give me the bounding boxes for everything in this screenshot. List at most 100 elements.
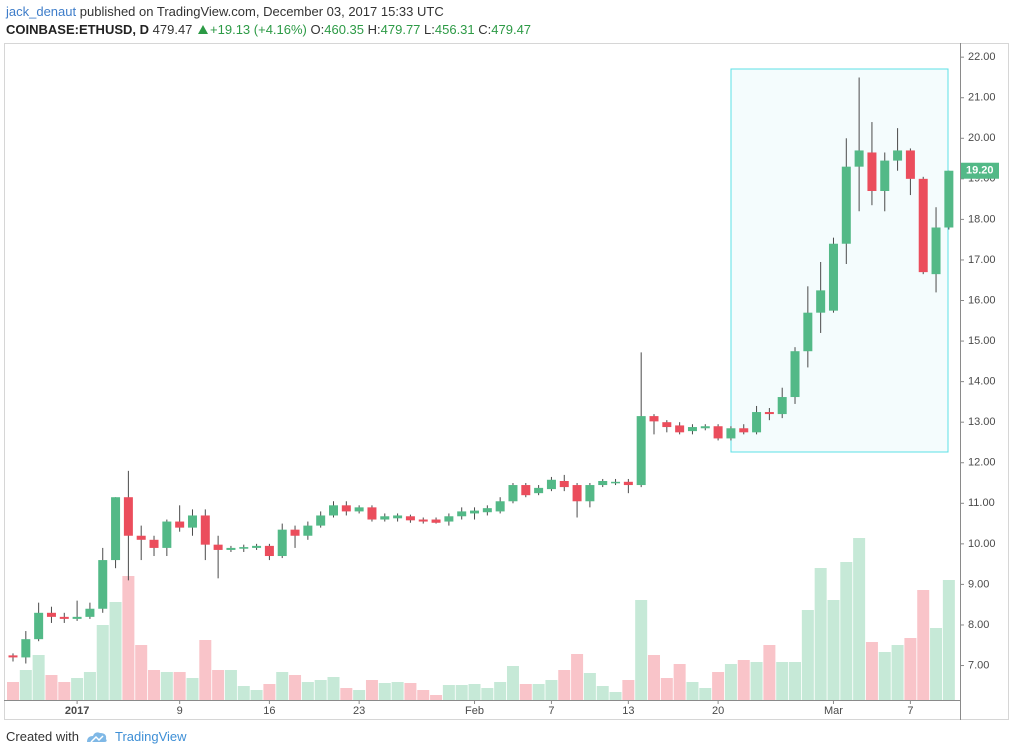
candle-body (162, 521, 172, 548)
candle-body (546, 479, 556, 490)
volume-bar (622, 680, 635, 700)
candle-body (841, 166, 851, 244)
y-tick-label: 22.00 (968, 51, 996, 63)
volume-bar (801, 610, 814, 700)
candle-body (303, 525, 313, 536)
candle-body (534, 487, 544, 494)
volume-bar (545, 680, 558, 700)
volume-bar (814, 568, 827, 700)
candle-body (931, 227, 941, 275)
volume-bar (673, 664, 686, 700)
last-price-label: 19.20 (966, 165, 994, 177)
candle-body (649, 416, 659, 422)
volume-bar (212, 670, 225, 700)
volume-bar (776, 662, 789, 700)
volume-bar (250, 690, 263, 700)
chart-frame (4, 43, 1009, 720)
volume-bar (109, 602, 122, 700)
candle-body (482, 508, 492, 513)
x-tick-label: 7 (907, 705, 913, 717)
candle-body (34, 612, 44, 640)
candle-body (777, 397, 787, 415)
candle-body (85, 608, 95, 617)
volume-bar (917, 590, 930, 700)
candle-body (175, 521, 185, 528)
candle-body (316, 515, 326, 526)
candle-body (662, 422, 672, 428)
y-tick-label: 20.00 (968, 132, 996, 144)
volume-bar (58, 682, 71, 700)
volume-bar (7, 682, 19, 700)
footer: Created with TradingView (6, 729, 187, 744)
volume-bar (571, 654, 584, 700)
volume-bar (391, 682, 404, 700)
x-tick-label: 2017 (65, 705, 89, 717)
volume-bar (686, 682, 699, 700)
candle-body (598, 480, 608, 486)
candle-body (21, 639, 31, 658)
volume-bar (519, 684, 532, 700)
volume-bar (942, 580, 955, 700)
user-link[interactable]: jack_denaut (6, 4, 77, 19)
highlight-box (730, 68, 949, 453)
last-price-tag (961, 162, 999, 179)
candle-body (867, 152, 877, 192)
candle-body (123, 497, 133, 536)
volume-bar (712, 672, 725, 700)
candle-body (72, 616, 82, 619)
candle-body (764, 412, 774, 415)
candle-body (8, 655, 18, 658)
ohlc-label: C: (478, 22, 492, 37)
volume-bar (199, 640, 212, 700)
volume-bar (96, 625, 109, 700)
volume-bar (186, 678, 199, 700)
ohlc-label: O: (310, 22, 325, 37)
x-tick-label: 7 (548, 705, 554, 717)
volume-bar (789, 662, 802, 700)
y-tick-label: 10.00 (968, 538, 996, 550)
volume-bar (122, 576, 135, 700)
header: jack_denaut published on TradingView.com… (6, 3, 531, 39)
candle-body (675, 425, 685, 433)
candle-body (611, 481, 621, 484)
y-tick-label: 17.00 (968, 254, 996, 266)
volume-bar (417, 690, 430, 700)
volume-bar (327, 677, 340, 700)
change: +19.13 (+4.16%) (210, 22, 307, 37)
candle-body (572, 485, 582, 502)
candle-body (854, 150, 864, 167)
volume-bar (891, 645, 904, 700)
symbol-line: COINBASE:ETHUSD, D 479.47 +19.13 (+4.16%… (6, 21, 531, 39)
volume-bar (32, 655, 45, 700)
volume-bar (45, 675, 58, 700)
y-tick-label: 8.00 (968, 619, 989, 631)
candle-body (393, 515, 403, 519)
candle-body (495, 501, 505, 512)
volume-bar (494, 682, 507, 700)
candle-body (636, 416, 646, 486)
volume-bar (737, 660, 750, 700)
candle-body (213, 544, 223, 550)
candle-body (46, 612, 56, 617)
ohlc-value: 460.35 (324, 22, 365, 37)
ohlc-value: 479.77 (380, 22, 421, 37)
y-tick-label: 16.00 (968, 294, 996, 306)
candle-body (111, 497, 121, 561)
ohlc-value: 479.47 (491, 22, 532, 37)
candle-body (470, 510, 480, 514)
y-tick-label: 12.00 (968, 457, 996, 469)
volume-bar (648, 655, 660, 700)
candle-body (880, 160, 890, 192)
volume-bar (853, 538, 866, 700)
candle-body (200, 515, 210, 545)
y-tick-label: 18.00 (968, 213, 996, 225)
volume-bar (583, 673, 596, 700)
candle-body (354, 507, 364, 512)
brand-link[interactable]: TradingView (114, 729, 187, 744)
candle-body (457, 511, 467, 517)
volume-bar (609, 692, 622, 700)
candle-body (149, 539, 159, 548)
x-tick-label: 13 (622, 705, 634, 717)
volume-bar (878, 652, 891, 700)
